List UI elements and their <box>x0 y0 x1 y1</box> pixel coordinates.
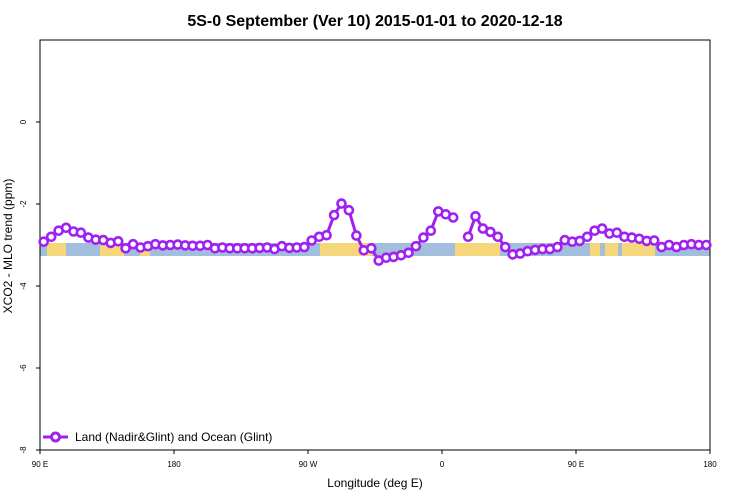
data-point <box>343 204 355 216</box>
data-point <box>328 209 340 221</box>
y-axis-title: XCO2 - MLO trend (ppm) <box>1 179 15 314</box>
data-point <box>596 223 608 234</box>
data-point <box>38 236 50 247</box>
data-point <box>574 235 586 247</box>
chart-title: 5S-0 September (Ver 10) 2015-01-01 to 20… <box>187 13 562 30</box>
y-tick-label: -4 <box>19 282 28 290</box>
legend-label: Land (Nadir&Glint) and Ocean (Glint) <box>75 430 272 444</box>
legend: Land (Nadir&Glint) and Ocean (Glint) <box>43 430 272 444</box>
land-band <box>320 243 372 256</box>
x-tick-label: 90 W <box>299 460 318 469</box>
y-tick-label: 0 <box>19 119 28 124</box>
y-tick-label: -8 <box>19 446 28 454</box>
data-point <box>75 227 87 238</box>
x-tick-label: 90 E <box>32 460 48 469</box>
data-point <box>492 231 504 243</box>
data-point <box>351 230 362 241</box>
data-point <box>120 243 131 254</box>
series-layer <box>38 198 712 266</box>
data-point <box>611 227 623 238</box>
data-point <box>462 231 474 243</box>
data-point <box>470 211 481 222</box>
legend-marker-swatch <box>50 431 61 443</box>
data-point <box>485 226 496 238</box>
x-tick-label: 180 <box>703 460 717 469</box>
x-axis-title: Longitude (deg E) <box>327 476 422 490</box>
land-band <box>605 243 618 256</box>
data-point <box>336 198 347 209</box>
data-point <box>552 241 563 253</box>
data-point <box>425 225 437 236</box>
land-band <box>590 243 600 256</box>
land-band <box>455 243 500 256</box>
data-point <box>581 231 593 243</box>
x-tick-label: 90 E <box>568 460 584 469</box>
x-tick-label: 0 <box>440 460 445 469</box>
data-point <box>447 212 459 223</box>
data-point <box>321 229 332 241</box>
x-axis: 90 E 180 90 W 0 90 E 180 <box>32 450 717 469</box>
y-axis: 0 -2 -4 -6 -8 <box>19 119 40 454</box>
data-point <box>112 236 124 247</box>
y-tick-label: -6 <box>19 364 28 372</box>
data-point <box>45 231 57 243</box>
data-point <box>410 240 422 252</box>
land-band <box>622 243 655 256</box>
x-tick-label: 180 <box>167 460 181 469</box>
y-tick-label: -2 <box>19 200 28 208</box>
land-band <box>47 243 66 256</box>
data-point <box>499 241 511 253</box>
data-point <box>365 243 377 254</box>
data-point <box>298 241 310 253</box>
data-point <box>403 247 414 259</box>
data-point <box>700 239 712 251</box>
data-point <box>418 232 429 243</box>
data-point <box>648 235 660 246</box>
